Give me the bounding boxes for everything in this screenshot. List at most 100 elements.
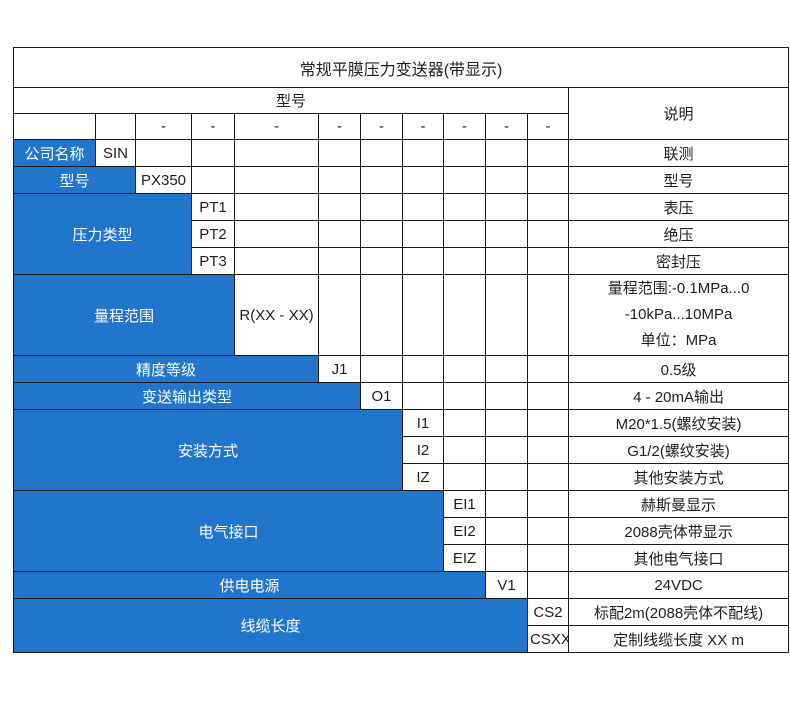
empty-cell [402, 166, 444, 194]
empty-cell [527, 490, 569, 518]
empty-cell [95, 113, 136, 140]
code-cell-iz: IZ [402, 463, 444, 491]
desc-cell-output: 4 - 20mA输出 [567, 382, 790, 410]
empty-cell [443, 220, 486, 248]
empty-cell [318, 193, 361, 221]
separator-cell: - [318, 113, 361, 140]
empty-cell [443, 193, 486, 221]
empty-cell [443, 355, 486, 383]
desc-cell-ei1: 赫斯曼显示 [567, 490, 790, 518]
label-cell-model: 型号 [13, 166, 136, 194]
desc-cell-model: 型号 [567, 166, 790, 194]
empty-cell [485, 409, 528, 437]
empty-cell [527, 193, 569, 221]
empty-cell [402, 382, 444, 410]
code-cell-csxx: CSXX [527, 625, 569, 653]
desc-cell-pt1: 表压 [567, 193, 790, 221]
empty-cell [135, 139, 192, 167]
separator-cell: - [135, 113, 192, 140]
empty-cell [527, 247, 569, 275]
empty-cell [527, 139, 569, 167]
empty-cell [443, 274, 486, 356]
empty-cell [191, 139, 235, 167]
empty-cell [485, 544, 528, 572]
separator-cell: - [485, 113, 528, 140]
desc-cell-range: 量程范围:-0.1MPa...0 -10kPa...10MPa 单位：MPa [567, 274, 790, 356]
desc-cell-i1: M20*1.5(螺纹安装) [567, 409, 790, 437]
empty-cell [527, 274, 569, 356]
empty-cell [527, 571, 569, 599]
separator-cell: - [527, 113, 569, 140]
empty-cell [485, 355, 528, 383]
empty-cell [485, 193, 528, 221]
empty-cell [360, 139, 403, 167]
desc-cell-eiz: 其他电气接口 [567, 544, 790, 572]
empty-cell [527, 463, 569, 491]
empty-cell [485, 274, 528, 356]
empty-cell [234, 220, 319, 248]
desc-cell-cs2: 标配2m(2088壳体不配线) [567, 598, 790, 626]
separator-cell: - [234, 113, 319, 140]
empty-cell [360, 220, 403, 248]
empty-cell [527, 382, 569, 410]
empty-cell [527, 436, 569, 464]
empty-cell [527, 220, 569, 248]
empty-cell [443, 166, 486, 194]
empty-cell [13, 113, 96, 140]
empty-cell [360, 355, 403, 383]
code-cell-i2: I2 [402, 436, 444, 464]
empty-cell [360, 247, 403, 275]
empty-cell [443, 463, 486, 491]
separator-cell: - [191, 113, 235, 140]
range-desc-line-1: 量程范围:-0.1MPa...0 [607, 280, 750, 297]
empty-cell [485, 247, 528, 275]
code-cell-eiz: EIZ [443, 544, 486, 572]
code-cell-power: V1 [485, 571, 528, 599]
empty-cell [485, 382, 528, 410]
empty-cell [443, 409, 486, 437]
empty-cell [485, 436, 528, 464]
separator-cell: - [402, 113, 444, 140]
empty-cell [191, 166, 235, 194]
empty-cell [527, 355, 569, 383]
empty-cell [234, 166, 319, 194]
desc-cell-power: 24VDC [567, 571, 790, 599]
code-cell-pt1: PT1 [191, 193, 235, 221]
code-cell-range: R(XX - XX) [234, 274, 319, 356]
empty-cell [402, 274, 444, 356]
empty-cell [485, 463, 528, 491]
empty-cell [485, 517, 528, 545]
empty-cell [360, 166, 403, 194]
empty-cell [318, 274, 361, 356]
empty-cell [234, 193, 319, 221]
empty-cell [318, 139, 361, 167]
code-cell-ei2: EI2 [443, 517, 486, 545]
code-cell-ei1: EI1 [443, 490, 486, 518]
model-header-cell: 型号 [13, 87, 569, 114]
table-title: 常规平膜压力变送器(带显示) [12, 47, 790, 88]
description-header-cell: 说明 [567, 87, 790, 140]
range-desc-line-2: -10kPa...10MPa [624, 306, 733, 323]
label-cell-output: 变送输出类型 [13, 382, 361, 410]
label-cell-pressure-type: 压力类型 [13, 193, 192, 275]
empty-cell [527, 517, 569, 545]
code-cell-company: SIN [95, 139, 136, 167]
code-cell-pt3: PT3 [191, 247, 235, 275]
code-cell-accuracy: J1 [318, 355, 361, 383]
desc-cell-i2: G1/2(螺纹安装) [567, 436, 790, 464]
desc-cell-pt3: 密封压 [567, 247, 790, 275]
spec-table: 常规平膜压力变送器(带显示) 型号 说明 - - - - - - - - - 公… [12, 47, 790, 653]
empty-cell [443, 382, 486, 410]
empty-cell [402, 193, 444, 221]
range-desc-line-3: 单位：MPa [640, 332, 717, 349]
code-cell-cs2: CS2 [527, 598, 569, 626]
label-cell-power: 供电电源 [13, 571, 486, 599]
label-cell-cable: 线缆长度 [13, 598, 528, 653]
code-cell-output: O1 [360, 382, 403, 410]
desc-cell-company: 联测 [567, 139, 790, 167]
label-cell-electrical: 电气接口 [13, 490, 444, 572]
empty-cell [443, 436, 486, 464]
separator-cell: - [360, 113, 403, 140]
empty-cell [402, 247, 444, 275]
desc-cell-iz: 其他安装方式 [567, 463, 790, 491]
